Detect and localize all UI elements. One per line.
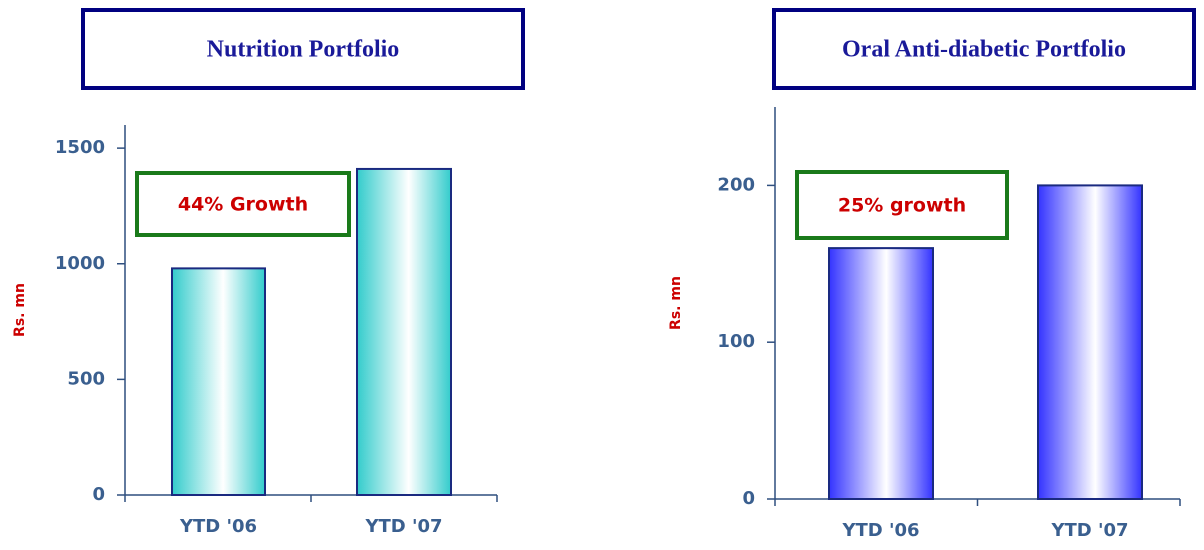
- y-tick-label: 500: [67, 368, 105, 389]
- y-tick-label: 0: [92, 484, 105, 505]
- bar: [828, 247, 934, 500]
- title-box: [772, 8, 1196, 90]
- x-tick-label: YTD '06: [841, 520, 919, 541]
- y-tick-label: 100: [717, 331, 755, 352]
- chart-title: Nutrition Portfolio: [207, 37, 400, 63]
- bar: [1037, 184, 1143, 500]
- bar: [356, 167, 452, 496]
- annotation: 44% Growth: [178, 194, 308, 216]
- x-tick-label: YTD '06: [179, 516, 257, 537]
- x-tick-label: YTD '07: [1050, 520, 1128, 541]
- annotation: 25% growth: [838, 195, 966, 217]
- chart-title: Oral Anti-diabetic Portfolio: [842, 37, 1126, 63]
- y-axis-label: Rs. mn: [668, 276, 684, 330]
- annotation-box: [795, 170, 1009, 240]
- y-tick-label: 1500: [55, 137, 105, 158]
- y-tick-label: 0: [742, 488, 755, 509]
- annotation-box: [135, 171, 351, 237]
- bar: [171, 267, 266, 496]
- x-tick-label: YTD '07: [364, 516, 442, 537]
- title-box: [81, 8, 525, 90]
- y-axis-label: Rs. mn: [12, 283, 28, 337]
- y-tick-label: 1000: [55, 253, 105, 274]
- y-tick-label: 200: [717, 174, 755, 195]
